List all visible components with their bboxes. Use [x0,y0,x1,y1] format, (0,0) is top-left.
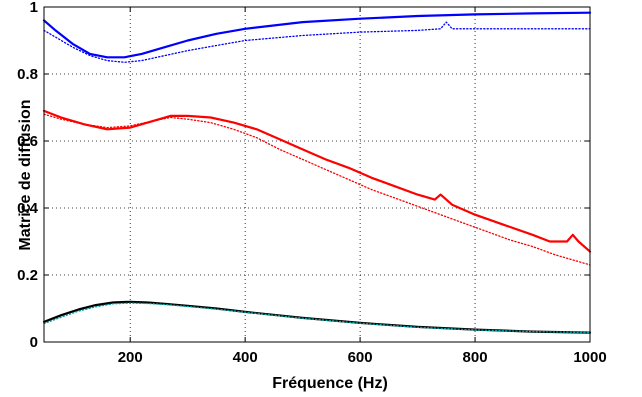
tick-layer: 200 400 600 800 1000 0 0.2 0.4 0.6 0.8 1 [17,0,607,366]
y-tick-label: 0.2 [17,267,38,284]
x-tick-label: 1000 [573,349,606,366]
y-tick-label: 0.8 [17,66,38,83]
y-tick-label: 0.6 [17,133,38,150]
series-line-4-solid [42,300,592,334]
series-line-0-solid [42,11,592,59]
series-line-1-dotted [43,21,591,63]
x-tick-label: 400 [233,349,258,366]
series-line-3-dotted [43,113,591,266]
y-tick-label: 0 [30,334,38,351]
x-tick-label: 200 [118,349,143,366]
x-tick-label: 800 [463,349,488,366]
y-axis-label: Matrice de diffusion [17,99,34,250]
x-axis-label: Fréquence (Hz) [272,375,388,392]
y-tick-label: 1 [30,0,38,16]
series-layer [42,11,592,334]
plot-frame [43,6,591,343]
y-tick-label: 0.4 [17,200,39,217]
grid-layer [44,7,590,342]
series-line-5-dotted [43,302,591,334]
series-line-2-solid [42,109,592,253]
x-tick-label: 600 [348,349,373,366]
